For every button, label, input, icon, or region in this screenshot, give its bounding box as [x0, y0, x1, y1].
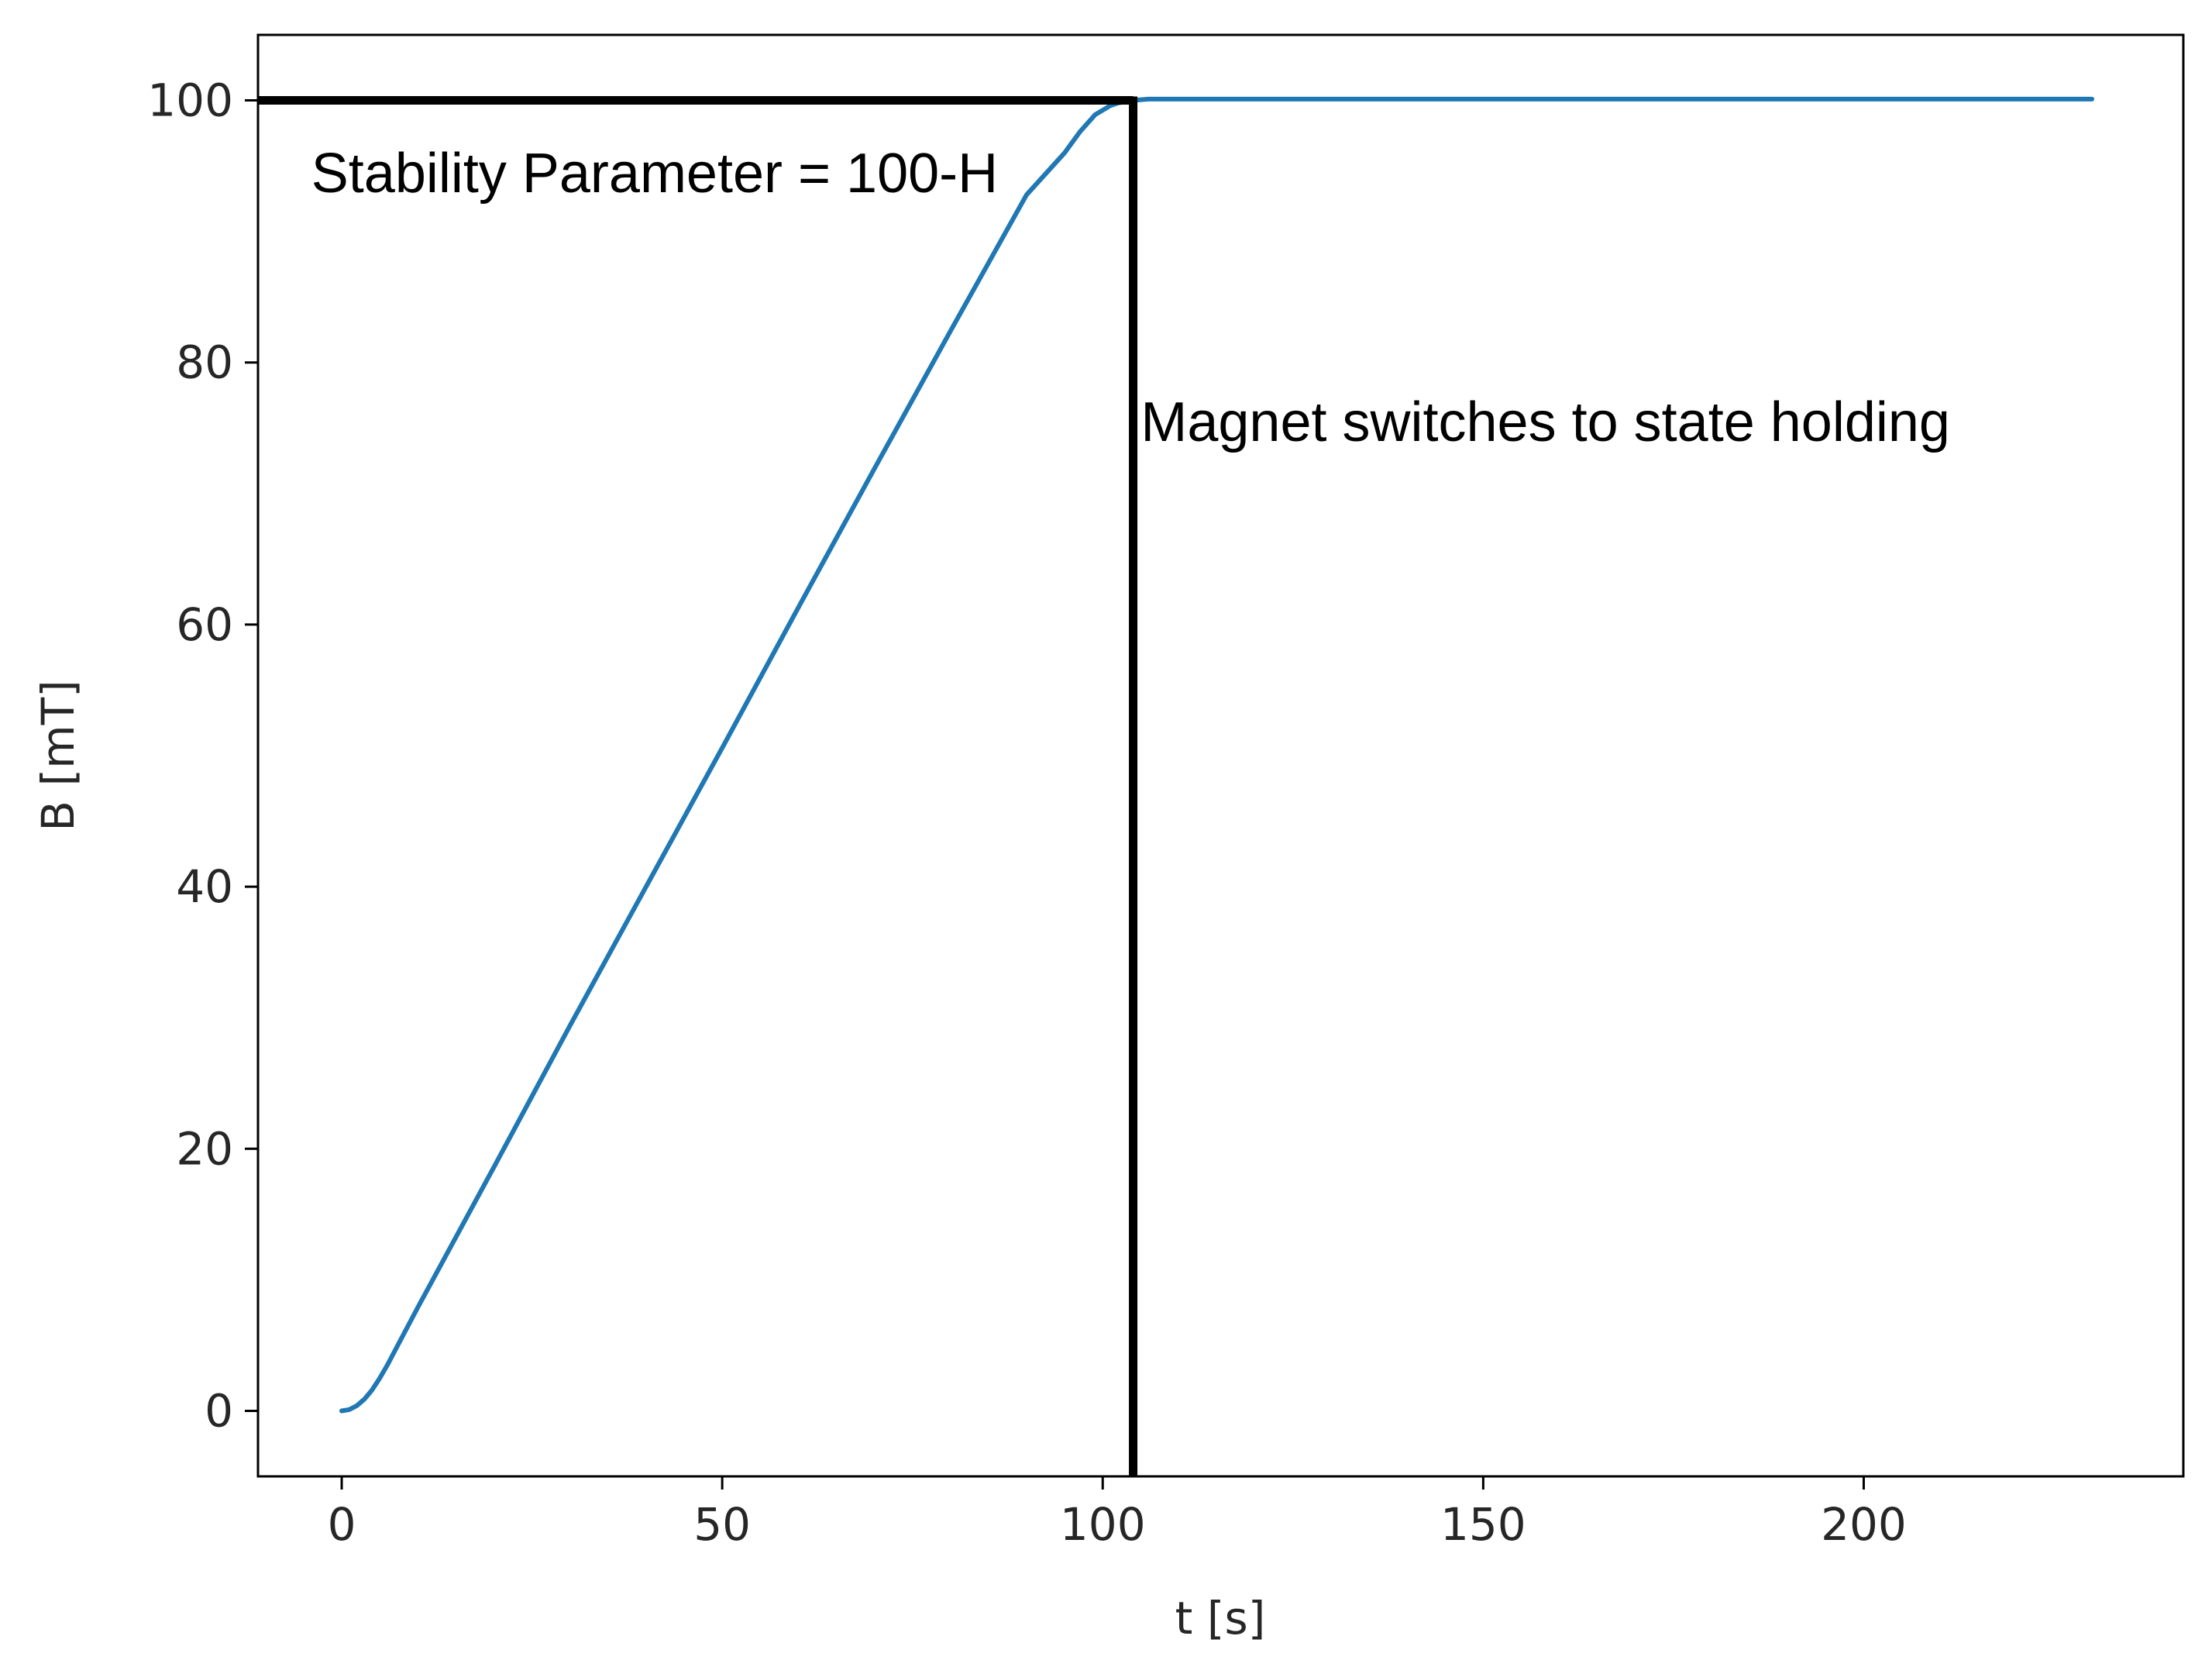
x-axis-label: t [s]: [1175, 1592, 1266, 1645]
y-tick-layer: 0 20 40 60 80 100: [147, 74, 258, 1437]
x-tick-label: 0: [328, 1498, 356, 1551]
y-axis-label: B [mT]: [32, 680, 84, 831]
y-tick-label: 40: [176, 860, 233, 913]
x-tick-label: 200: [1821, 1498, 1907, 1551]
y-tick-label: 20: [176, 1122, 233, 1175]
series-layer: [339, 96, 2095, 1414]
x-tick-label: 50: [693, 1498, 751, 1551]
guide-layer: [258, 96, 1138, 1476]
y-tick-label: 80: [176, 336, 233, 389]
series-line-0: [339, 96, 2095, 1414]
annotation-text-1: Magnet switches to state holding: [1140, 391, 1950, 453]
x-tick-layer: 0 50 100 150 200: [328, 1476, 1907, 1551]
y-tick-label: 60: [176, 598, 233, 651]
plot-area-background: [258, 35, 2183, 1476]
x-tick-label: 150: [1440, 1498, 1526, 1551]
plot-frame: [256, 33, 2185, 1478]
y-tick-label: 100: [147, 74, 233, 127]
annotation-text-0: Stability Parameter = 100-H: [311, 143, 998, 205]
x-tick-label: 100: [1060, 1498, 1146, 1551]
annotation-layer: Stability Parameter = 100-H Magnet switch…: [311, 143, 1950, 453]
y-tick-label: 0: [205, 1384, 233, 1437]
